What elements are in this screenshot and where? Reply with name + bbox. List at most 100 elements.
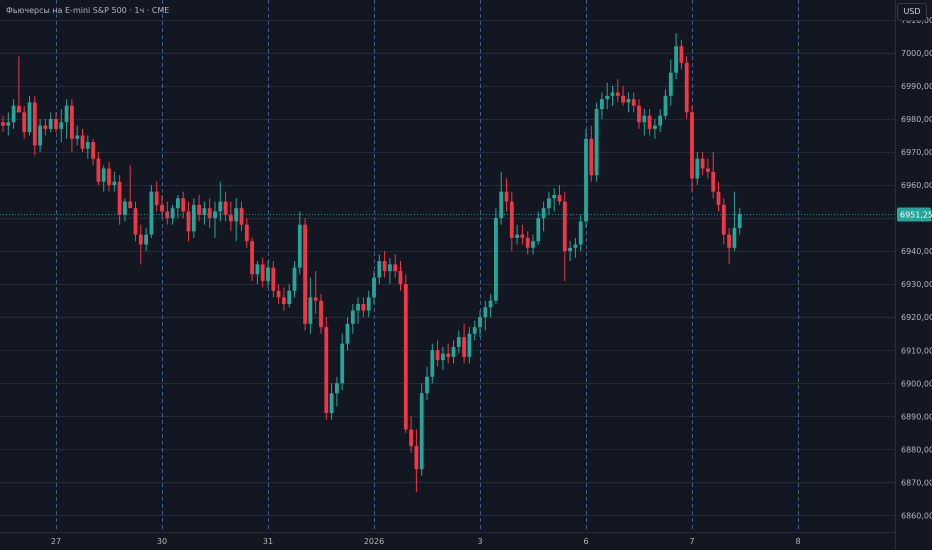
candle-body bbox=[562, 201, 567, 252]
candle-body bbox=[170, 208, 175, 219]
candle-body bbox=[441, 353, 445, 361]
candle-body bbox=[297, 224, 302, 268]
candle-body bbox=[642, 115, 647, 123]
price-axis-label: 7000,00 bbox=[901, 49, 932, 58]
candle-body bbox=[101, 168, 106, 182]
candle-body bbox=[75, 135, 80, 139]
price-axis-label: 6880,00 bbox=[901, 445, 932, 454]
price-axis-label: 6990,00 bbox=[901, 82, 932, 91]
candle-body bbox=[478, 317, 482, 328]
candle-body bbox=[541, 208, 546, 219]
candle-body bbox=[578, 221, 583, 245]
price-axis-label: 6900,00 bbox=[901, 379, 932, 388]
candle-body bbox=[191, 204, 196, 232]
candle-body bbox=[107, 168, 111, 186]
candle-body bbox=[308, 297, 313, 324]
time-axis-label: 2026 bbox=[364, 537, 384, 546]
candle-body bbox=[128, 201, 133, 209]
candle-body bbox=[536, 218, 541, 242]
currency-button[interactable]: USD bbox=[897, 3, 927, 21]
candle-body bbox=[451, 346, 456, 357]
last-price-label: 6951,25 bbox=[900, 211, 932, 220]
candle-body bbox=[594, 109, 599, 176]
candle-body bbox=[658, 115, 663, 126]
candle-body bbox=[584, 138, 588, 222]
candle-body bbox=[414, 446, 419, 470]
candle-body bbox=[377, 261, 382, 278]
candle-body bbox=[504, 191, 509, 202]
candle-body bbox=[647, 115, 652, 129]
candle-body bbox=[674, 46, 678, 73]
candle-body bbox=[721, 204, 726, 235]
price-axis-label: 6940,00 bbox=[901, 247, 932, 256]
candle-body bbox=[525, 237, 530, 248]
candle-body bbox=[160, 204, 164, 212]
candle-body bbox=[213, 211, 217, 219]
candle-body bbox=[123, 201, 127, 215]
candle-body bbox=[165, 211, 170, 219]
candle-body bbox=[409, 429, 413, 447]
candle-body bbox=[488, 300, 493, 308]
candle-body bbox=[679, 46, 684, 63]
price-axis-label: 6890,00 bbox=[901, 412, 932, 421]
candle-body bbox=[361, 304, 366, 311]
price-axis-label: 6930,00 bbox=[901, 280, 932, 289]
candle-body bbox=[637, 105, 641, 123]
candle-body bbox=[366, 297, 371, 311]
candle-body bbox=[462, 337, 466, 357]
candle-body bbox=[398, 270, 403, 285]
candle-body bbox=[690, 112, 694, 179]
candle-body bbox=[91, 142, 95, 159]
candle-body bbox=[435, 350, 440, 361]
candle-body bbox=[154, 191, 159, 205]
candle-body bbox=[250, 241, 254, 275]
candle-body bbox=[80, 135, 85, 149]
candle-body bbox=[356, 304, 360, 311]
time-axis-label: 6 bbox=[583, 537, 588, 546]
candle-body bbox=[59, 122, 64, 129]
candle-body bbox=[547, 198, 551, 209]
candle-body bbox=[631, 99, 636, 106]
candle-body bbox=[716, 191, 721, 205]
candle-body bbox=[287, 290, 292, 304]
price-axis-label: 6870,00 bbox=[901, 478, 932, 487]
candle-body bbox=[403, 284, 408, 430]
candle-body bbox=[223, 201, 228, 215]
candle-body bbox=[388, 264, 392, 271]
candle-body bbox=[615, 92, 620, 96]
time-axis-label: 3 bbox=[477, 537, 482, 546]
candle-body bbox=[467, 333, 472, 357]
candle-body bbox=[70, 105, 74, 139]
candle-body bbox=[85, 142, 90, 149]
price-axis-label: 6960,00 bbox=[901, 181, 932, 190]
candle-body bbox=[472, 327, 477, 334]
candle-body bbox=[32, 102, 37, 146]
candle-body bbox=[737, 213, 742, 228]
candle-body bbox=[700, 158, 705, 169]
candle-body bbox=[727, 234, 731, 248]
candle-body bbox=[509, 201, 514, 238]
candle-body bbox=[96, 158, 101, 182]
candle-body bbox=[494, 218, 498, 301]
candle-body bbox=[319, 300, 323, 328]
candle-body bbox=[520, 234, 525, 238]
candle-body bbox=[573, 244, 578, 248]
candle-body bbox=[653, 125, 657, 129]
candle-body bbox=[207, 208, 212, 219]
price-axis-label: 6920,00 bbox=[901, 313, 932, 322]
candle-body bbox=[711, 171, 716, 192]
candle-body bbox=[605, 95, 610, 100]
candle-body bbox=[229, 214, 233, 222]
candle-body bbox=[610, 92, 615, 96]
candle-body bbox=[515, 234, 519, 238]
candle-body bbox=[684, 62, 689, 113]
candle-body bbox=[133, 208, 138, 235]
candle-body bbox=[138, 234, 143, 245]
time-axis-label: 27 bbox=[51, 537, 61, 546]
candle-body bbox=[149, 191, 154, 235]
candle-body bbox=[695, 158, 700, 179]
candle-body bbox=[117, 181, 122, 215]
last-price-badge bbox=[897, 207, 931, 222]
